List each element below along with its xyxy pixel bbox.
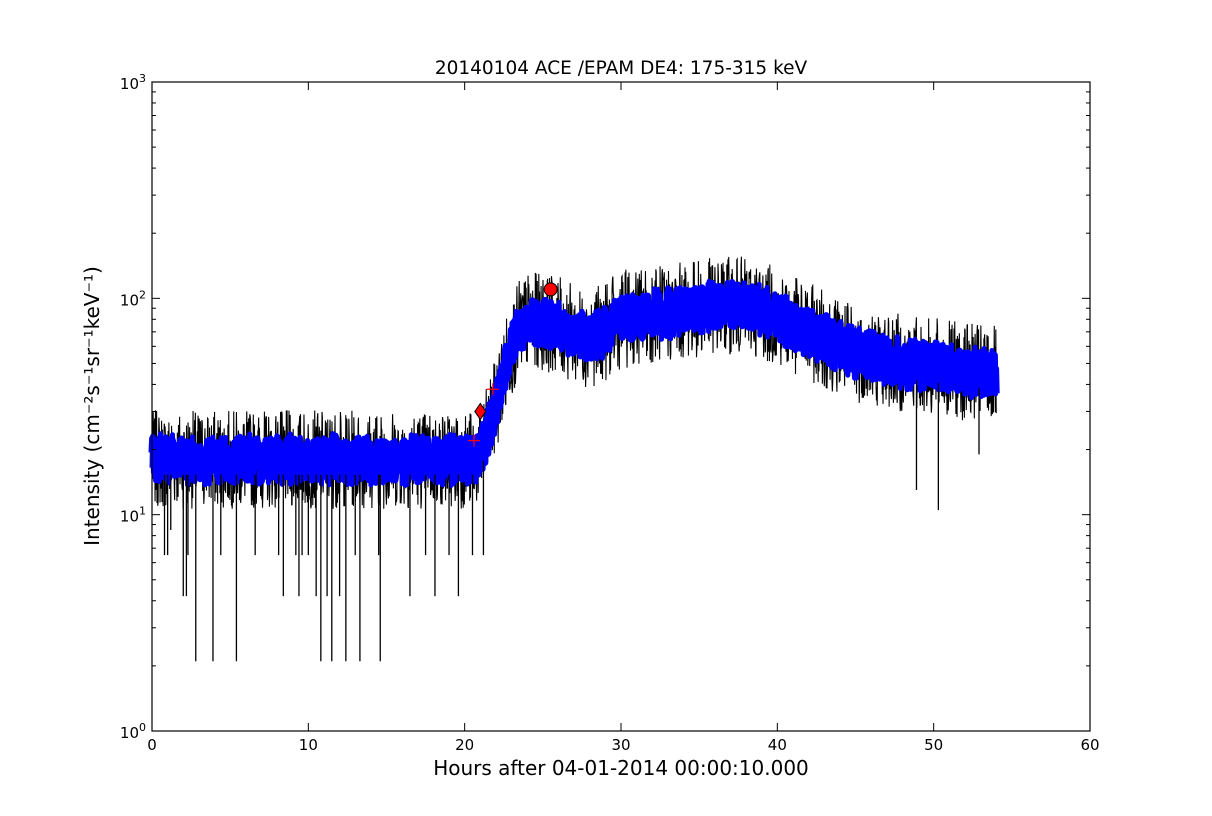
y-axis: 100 101 102 103: [120, 72, 1090, 742]
marker-plus-4: [486, 383, 499, 396]
x-tick-label: 10: [299, 736, 318, 754]
event-markers: [468, 282, 558, 447]
y-tick-label: 101: [120, 505, 146, 526]
x-axis-label: Hours after 04-01-2014 00:00:10.000: [433, 756, 809, 780]
x-tick-label: 40: [768, 736, 787, 754]
y-tick-label: 100: [120, 721, 146, 742]
data-marks: [148, 256, 1000, 662]
x-tick-label: 20: [455, 736, 474, 754]
y-tick-label: 102: [120, 288, 146, 309]
series-2-band: [149, 278, 999, 488]
chart-title: 20140104 ACE /EPAM DE4: 175-315 keV: [435, 58, 808, 79]
plot-frame: [151, 81, 1091, 732]
intensity-dips: [163, 380, 980, 662]
x-tick-label: 50: [924, 736, 943, 754]
marker-plus-3: [468, 434, 481, 447]
series-2: [148, 278, 1000, 488]
y-axis-label: Intensity (cm⁻²s⁻¹sr⁻¹keV⁻¹): [80, 266, 104, 546]
marker-circle: [543, 282, 558, 297]
x-axis: 0 10 20 30 40 50 60: [147, 82, 1100, 754]
x-tick-label: 60: [1080, 736, 1099, 754]
x-tick-label: 0: [147, 736, 157, 754]
x-tick-label: 30: [611, 736, 630, 754]
y-tick-label: 103: [120, 72, 146, 93]
marker-diamond: [474, 402, 487, 421]
